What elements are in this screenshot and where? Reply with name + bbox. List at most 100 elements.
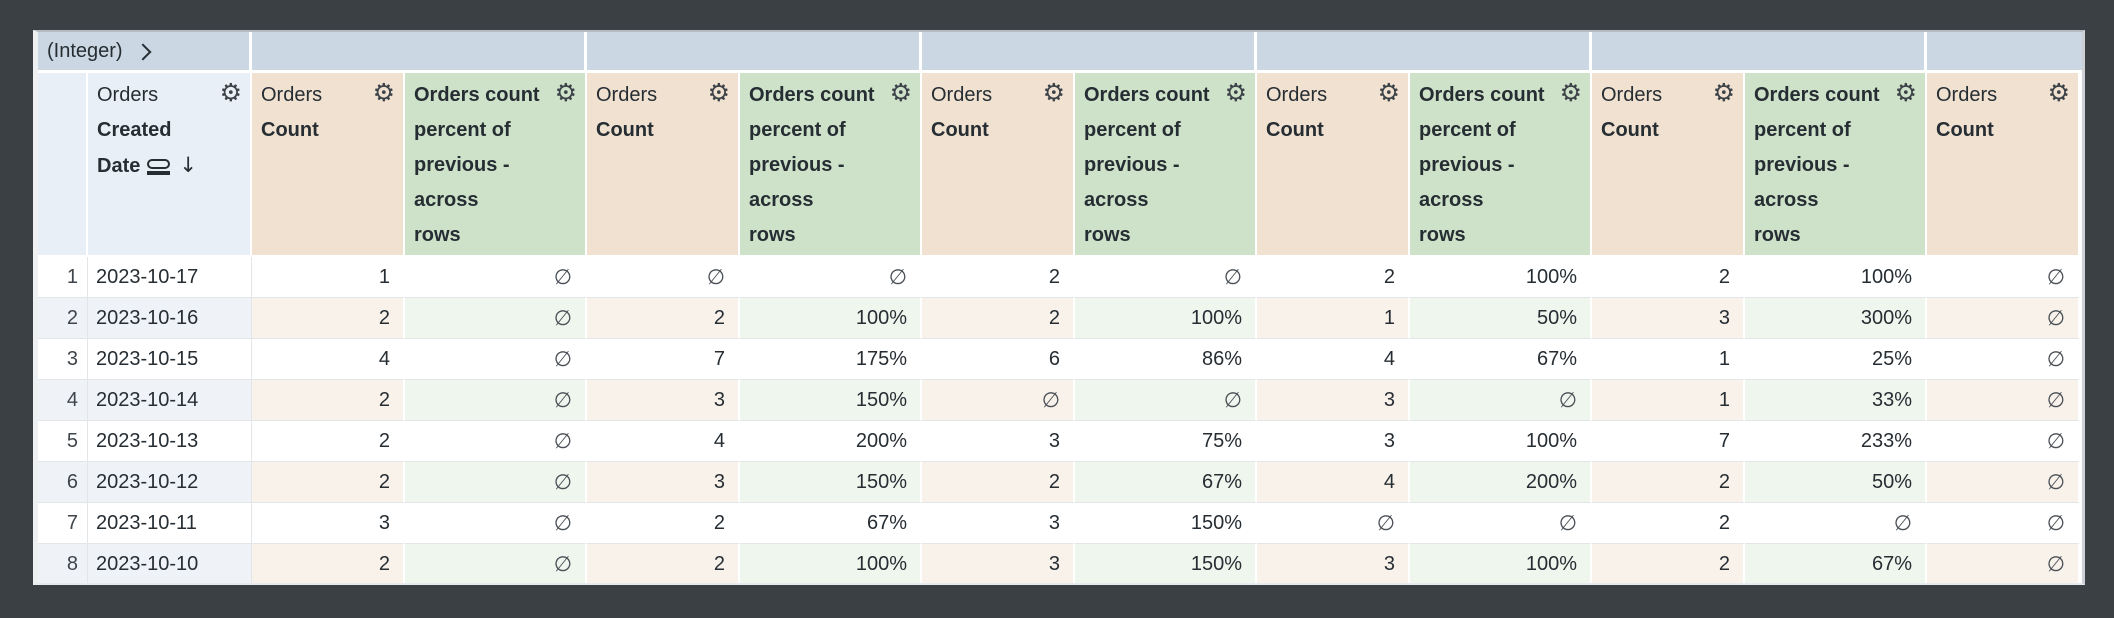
gear-icon[interactable]: ⚙ — [1224, 79, 1247, 107]
chevron-right-icon[interactable] — [134, 43, 152, 61]
percent-cell[interactable]: ∅ — [405, 503, 587, 544]
count-cell[interactable]: ∅ — [1927, 298, 2080, 339]
percent-cell[interactable]: 233% — [1745, 421, 1927, 462]
gear-icon[interactable]: ⚙ — [1042, 79, 1065, 107]
column-header-percent-of-previous[interactable]: Orders count ⚙ percent of previous - across r… — [1745, 73, 1927, 257]
percent-cell[interactable]: 150% — [740, 462, 922, 503]
count-cell[interactable]: 2 — [587, 503, 740, 544]
percent-cell[interactable]: 67% — [1745, 544, 1927, 583]
column-header-orders-count[interactable]: Orders ⚙ Count — [922, 73, 1075, 257]
count-cell[interactable]: 3 — [1592, 298, 1745, 339]
percent-cell[interactable]: 25% — [1745, 339, 1927, 380]
percent-cell[interactable]: 100% — [1075, 298, 1257, 339]
percent-cell[interactable]: 75% — [1075, 421, 1257, 462]
percent-cell[interactable]: 175% — [740, 339, 922, 380]
count-cell[interactable]: ∅ — [1927, 257, 2080, 298]
column-header-orders-count[interactable]: Orders ⚙ Count — [1927, 73, 2080, 257]
percent-cell[interactable]: ∅ — [1410, 503, 1592, 544]
percent-cell[interactable]: ∅ — [740, 257, 922, 298]
count-cell[interactable]: ∅ — [1927, 339, 2080, 380]
date-cell[interactable]: 2023-10-15 — [88, 339, 252, 380]
count-cell[interactable]: 3 — [1257, 380, 1410, 421]
percent-cell[interactable]: ∅ — [405, 421, 587, 462]
date-cell[interactable]: 2023-10-14 — [88, 380, 252, 421]
column-header-orders-count[interactable]: Orders ⚙ Count — [252, 73, 405, 257]
column-header-percent-of-previous[interactable]: Orders count ⚙ percent of previous - across r… — [1410, 73, 1592, 257]
count-cell[interactable]: 2 — [922, 257, 1075, 298]
count-cell[interactable]: 2 — [587, 298, 740, 339]
percent-cell[interactable]: ∅ — [1745, 503, 1927, 544]
date-cell[interactable]: 2023-10-11 — [88, 503, 252, 544]
gear-icon[interactable]: ⚙ — [554, 79, 577, 107]
percent-cell[interactable]: 50% — [1410, 298, 1592, 339]
percent-cell[interactable]: 150% — [740, 380, 922, 421]
count-cell[interactable]: 3 — [1257, 544, 1410, 583]
column-header-percent-of-previous[interactable]: Orders count ⚙ percent of previous - across r… — [740, 73, 922, 257]
date-cell[interactable]: 2023-10-16 — [88, 298, 252, 339]
count-cell[interactable]: ∅ — [1927, 380, 2080, 421]
percent-cell[interactable]: 150% — [1075, 503, 1257, 544]
count-cell[interactable]: 7 — [1592, 421, 1745, 462]
count-cell[interactable]: ∅ — [587, 257, 740, 298]
percent-cell[interactable]: ∅ — [405, 339, 587, 380]
count-cell[interactable]: 3 — [587, 462, 740, 503]
count-cell[interactable]: ∅ — [1927, 503, 2080, 544]
date-cell[interactable]: 2023-10-12 — [88, 462, 252, 503]
percent-cell[interactable]: ∅ — [1075, 380, 1257, 421]
percent-cell[interactable]: 33% — [1745, 380, 1927, 421]
date-cell[interactable]: 2023-10-13 — [88, 421, 252, 462]
count-cell[interactable]: 4 — [252, 339, 405, 380]
count-cell[interactable]: ∅ — [922, 380, 1075, 421]
count-cell[interactable]: 3 — [252, 503, 405, 544]
count-cell[interactable]: 6 — [922, 339, 1075, 380]
column-header-percent-of-previous[interactable]: Orders count ⚙ percent of previous - across r… — [405, 73, 587, 257]
date-cell[interactable]: 2023-10-17 — [88, 257, 252, 298]
column-header-orders-count[interactable]: Orders ⚙ Count — [1592, 73, 1745, 257]
count-cell[interactable]: 1 — [1257, 298, 1410, 339]
count-cell[interactable]: 2 — [252, 421, 405, 462]
percent-cell[interactable]: 100% — [740, 298, 922, 339]
percent-cell[interactable]: ∅ — [1410, 380, 1592, 421]
count-cell[interactable]: 3 — [922, 544, 1075, 583]
percent-cell[interactable]: 100% — [1410, 544, 1592, 583]
count-cell[interactable]: 2 — [252, 380, 405, 421]
count-cell[interactable]: 3 — [587, 380, 740, 421]
count-cell[interactable]: 1 — [1592, 339, 1745, 380]
gear-icon[interactable]: ⚙ — [2047, 79, 2070, 107]
column-header-orders-count[interactable]: Orders ⚙ Count — [587, 73, 740, 257]
percent-cell[interactable]: 100% — [1410, 421, 1592, 462]
count-cell[interactable]: 2 — [587, 544, 740, 583]
percent-cell[interactable]: ∅ — [405, 257, 587, 298]
percent-cell[interactable]: 67% — [1410, 339, 1592, 380]
count-cell[interactable]: 7 — [587, 339, 740, 380]
count-cell[interactable]: 1 — [252, 257, 405, 298]
percent-cell[interactable]: 86% — [1075, 339, 1257, 380]
count-cell[interactable]: 4 — [1257, 462, 1410, 503]
date-cell[interactable]: 2023-10-10 — [88, 544, 252, 583]
count-cell[interactable]: 2 — [1592, 544, 1745, 583]
count-cell[interactable]: 2 — [252, 298, 405, 339]
count-cell[interactable]: ∅ — [1927, 462, 2080, 503]
count-cell[interactable]: 2 — [252, 544, 405, 583]
gear-icon[interactable]: ⚙ — [1559, 79, 1582, 107]
percent-cell[interactable]: 150% — [1075, 544, 1257, 583]
percent-cell[interactable]: 300% — [1745, 298, 1927, 339]
gear-icon[interactable]: ⚙ — [707, 79, 730, 107]
count-cell[interactable]: 2 — [922, 462, 1075, 503]
percent-cell[interactable]: 50% — [1745, 462, 1927, 503]
count-cell[interactable]: 2 — [252, 462, 405, 503]
count-cell[interactable]: 2 — [1257, 257, 1410, 298]
count-cell[interactable]: 4 — [1257, 339, 1410, 380]
count-cell[interactable]: 4 — [587, 421, 740, 462]
gear-icon[interactable]: ⚙ — [372, 79, 395, 107]
count-cell[interactable]: 2 — [1592, 503, 1745, 544]
count-cell[interactable]: 2 — [1592, 462, 1745, 503]
count-cell[interactable]: ∅ — [1927, 421, 2080, 462]
count-cell[interactable]: 2 — [922, 298, 1075, 339]
pivot-field-cell[interactable]: (Integer) — [38, 32, 252, 73]
percent-cell[interactable]: 200% — [1410, 462, 1592, 503]
column-header-percent-of-previous[interactable]: Orders count ⚙ percent of previous - across r… — [1075, 73, 1257, 257]
gear-icon[interactable]: ⚙ — [1712, 79, 1735, 107]
gear-icon[interactable]: ⚙ — [1894, 79, 1917, 107]
count-cell[interactable]: 1 — [1592, 380, 1745, 421]
